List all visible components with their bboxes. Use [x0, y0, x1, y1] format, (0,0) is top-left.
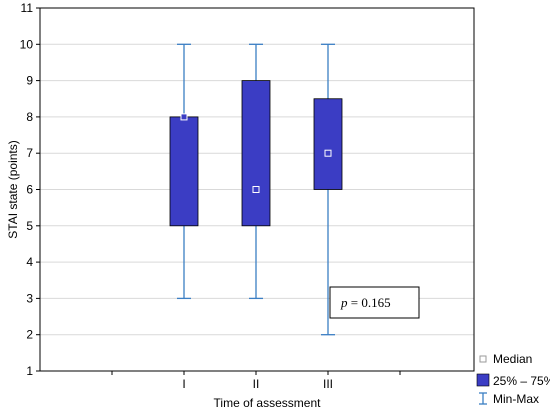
y-tick-label: 7 [26, 146, 33, 160]
iqr-box [241, 80, 271, 227]
legend-label: Min-Max [493, 392, 539, 406]
legend-label: Median [493, 352, 532, 366]
box-II [241, 43, 271, 300]
x-axis-ticks: I II III [111, 371, 401, 391]
x-tick-label: II [253, 377, 260, 391]
y-tick-label: 1 [26, 364, 33, 378]
iqr-box [169, 116, 199, 227]
box-I [169, 43, 199, 300]
legend-item-1: 25% – 75% [476, 373, 550, 388]
legend-item-2: Min-Max [479, 392, 539, 406]
legend-label: 25% – 75% [493, 374, 550, 388]
annotation-italic: p [340, 295, 348, 310]
y-tick-label: 10 [20, 37, 34, 51]
y-tick-label: 11 [21, 1, 34, 15]
y-tick-label: 9 [26, 74, 33, 88]
y-tick-label: 8 [26, 110, 33, 124]
iqr-box [313, 98, 343, 190]
x-axis-label: Time of assessment [214, 396, 322, 410]
x-tick-label: III [323, 377, 333, 391]
p-value-annotation: p = 0.165 [329, 286, 420, 319]
y-tick-label: 6 [26, 183, 33, 197]
annotation-box [329, 286, 420, 319]
box-III [313, 43, 343, 336]
legend-median-icon [479, 355, 487, 363]
legend: Median 25% – 75% Min-Max [476, 352, 550, 406]
median-marker [324, 149, 332, 157]
y-tick-label: 2 [26, 328, 33, 342]
box-series [169, 43, 343, 336]
annotation-value: = 0.165 [348, 295, 391, 310]
median-marker [252, 186, 260, 193]
legend-box-icon [476, 373, 490, 387]
x-tick-label: I [182, 377, 185, 391]
y-tick-label: 3 [26, 291, 33, 305]
y-axis-ticks: 1 2 3 4 5 6 7 8 9 10 11 [20, 1, 40, 378]
legend-item-0: Median [479, 352, 532, 366]
median-marker [180, 113, 188, 121]
y-tick-label: 5 [26, 219, 33, 233]
y-tick-label: 4 [26, 255, 33, 269]
annotation-text: p = 0.165 [340, 295, 391, 310]
y-axis-label: STAI state (points) [6, 140, 20, 238]
